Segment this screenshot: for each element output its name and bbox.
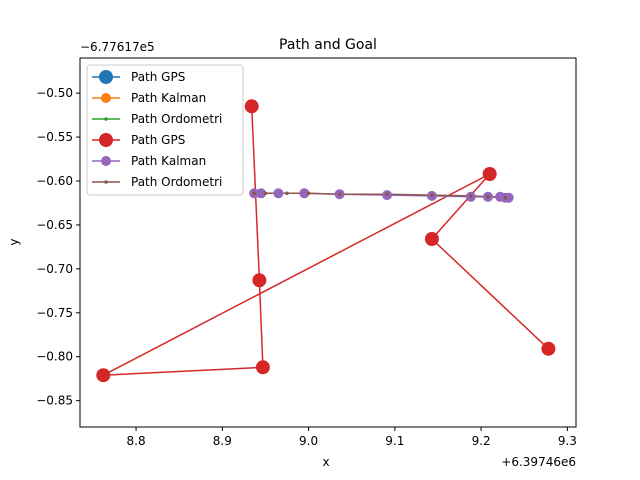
y-axis-label: y xyxy=(7,238,21,245)
series-5-point-9 xyxy=(503,195,508,200)
x-tick-label: 9.2 xyxy=(472,434,491,448)
series-5-point-4 xyxy=(337,192,342,196)
y-tick-label: −0.70 xyxy=(36,262,73,276)
y-axis-offset-label: −6.77617e5 xyxy=(80,40,155,54)
series-4-point-3 xyxy=(299,188,310,199)
legend-marker-0 xyxy=(99,70,113,84)
y-tick-label: −0.75 xyxy=(36,306,73,320)
series-3-point-5 xyxy=(424,232,439,246)
series-3-point-2 xyxy=(255,360,270,375)
x-tick-label: 9.1 xyxy=(385,434,404,448)
plot-frame xyxy=(79,57,577,428)
series-3-point-6 xyxy=(541,341,556,356)
series-5-point-3 xyxy=(306,191,311,196)
x-tick-label: 8.9 xyxy=(213,434,232,448)
x-tick-label: 9.0 xyxy=(299,434,318,448)
legend-entry-2: Path Ordometri xyxy=(131,112,222,126)
legend-marker-5 xyxy=(104,180,108,184)
legend-marker-4 xyxy=(101,156,111,166)
series-5-point-2 xyxy=(285,191,289,196)
series-4-point-2 xyxy=(273,188,284,199)
y-tick-label: −0.65 xyxy=(36,218,73,232)
legend-entry-5: Path Ordometri xyxy=(131,175,222,189)
legend-marker-2 xyxy=(104,117,108,121)
y-tick-label: −0.55 xyxy=(36,130,73,144)
series-5-point-1 xyxy=(263,191,268,196)
legend: Path GPS Path Kalman Path Ordometri Path GP… xyxy=(86,64,244,196)
legend-entry-1: Path Kalman xyxy=(131,91,206,105)
y-tick-label: −0.60 xyxy=(36,174,73,188)
y-tick-label: −0.85 xyxy=(36,394,73,408)
series-3-point-4 xyxy=(482,167,497,181)
y-axis-ticks: −0.50 −0.55 −0.60 −0.65 −0.70 −0.75 −0.80 −0.85 xyxy=(36,86,80,408)
series-5-point-0 xyxy=(252,191,256,196)
x-axis-ticks: 8.8 8.9 9.0 9.1 9.2 9.3 xyxy=(127,427,577,448)
legend-entry-0: Path GPS xyxy=(131,70,185,84)
series-4-point-1 xyxy=(256,188,267,199)
legend-entry-4: Path Kalman xyxy=(131,154,206,168)
series-5-point-5 xyxy=(385,192,389,196)
x-axis-offset-label: +6.39746e6 xyxy=(501,455,576,469)
series-3-point-1 xyxy=(252,273,267,288)
x-tick-label: 9.3 xyxy=(558,434,577,448)
legend-box xyxy=(86,64,244,196)
series-3-point-3 xyxy=(96,368,111,383)
series-5-point-6 xyxy=(430,193,434,197)
x-axis-label: x xyxy=(322,455,329,469)
y-tick-label: −0.80 xyxy=(36,350,73,364)
series-4-point-11 xyxy=(503,192,514,203)
series-3-point-0 xyxy=(244,99,259,114)
legend-entry-3: Path GPS xyxy=(131,133,185,147)
y-tick-label: −0.50 xyxy=(36,86,73,100)
x-tick-label: 8.8 xyxy=(127,434,146,448)
legend-marker-3 xyxy=(99,133,113,147)
series-5-point-8 xyxy=(486,195,490,199)
chart-title: Path and Goal xyxy=(279,37,377,53)
plot-markers xyxy=(96,99,556,383)
legend-marker-1 xyxy=(101,93,111,103)
series-5-point-7 xyxy=(469,194,473,198)
